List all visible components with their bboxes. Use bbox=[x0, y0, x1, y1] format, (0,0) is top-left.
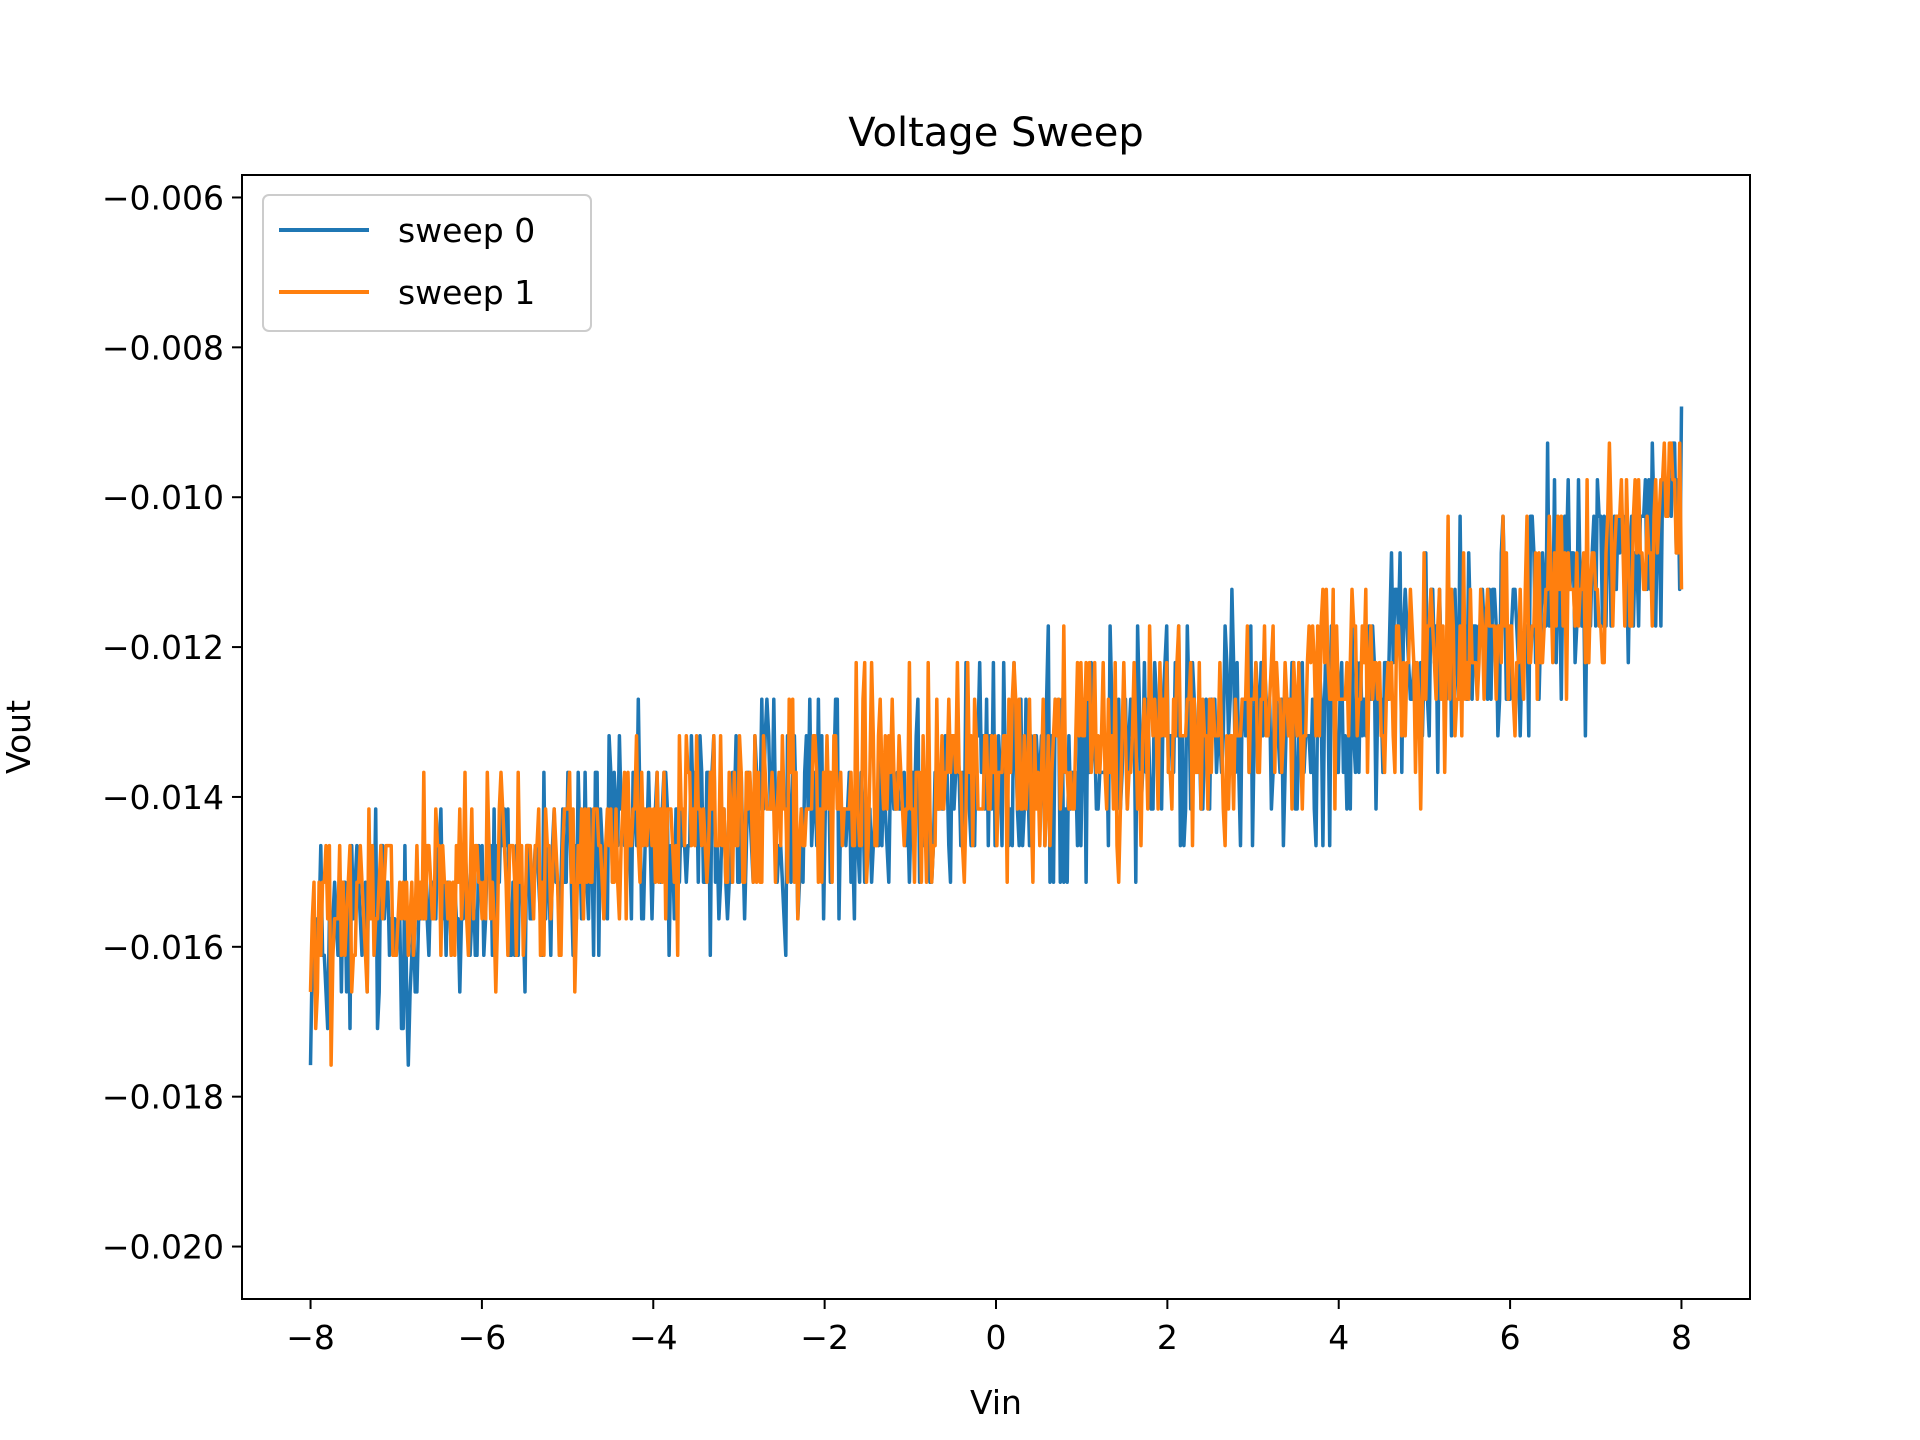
y-tick-label: −0.018 bbox=[102, 1078, 224, 1117]
y-axis-label: Vout bbox=[0, 700, 38, 774]
ticks-layer: −8 −6 −4 −2 0 2 4 6 8 −0.020 −0.018 −0.016 −0.014 −0.… bbox=[102, 178, 1692, 1357]
y-tick-label: −0.006 bbox=[102, 178, 224, 217]
series-layer bbox=[308, 406, 1684, 1067]
y-tick-label: −0.014 bbox=[102, 778, 224, 817]
x-tick-label: 2 bbox=[1157, 1318, 1178, 1357]
x-tick-label: 0 bbox=[986, 1318, 1007, 1357]
x-tick-label: −2 bbox=[800, 1318, 849, 1357]
x-tick-label: 8 bbox=[1671, 1318, 1692, 1357]
x-tick-label: 6 bbox=[1500, 1318, 1521, 1357]
x-tick-label: −4 bbox=[629, 1318, 678, 1357]
chart-title: Voltage Sweep bbox=[848, 110, 1143, 156]
x-tick-label: −8 bbox=[286, 1318, 335, 1357]
y-tick-label: −0.020 bbox=[102, 1228, 224, 1267]
x-tick-label: −6 bbox=[458, 1318, 507, 1357]
y-tick-label: −0.012 bbox=[102, 628, 224, 667]
legend-label-sweep-0: sweep 0 bbox=[398, 211, 535, 250]
y-tick-label: −0.010 bbox=[102, 478, 224, 517]
series-line-sweep-1 bbox=[308, 441, 1684, 1067]
y-tick-label: −0.016 bbox=[102, 928, 224, 967]
y-tick-label: −0.008 bbox=[102, 328, 224, 367]
x-tick-label: 4 bbox=[1328, 1318, 1349, 1357]
legend: sweep 0 sweep 1 bbox=[262, 194, 592, 332]
legend-label-sweep-1: sweep 1 bbox=[398, 273, 535, 312]
x-axis-label: Vin bbox=[970, 1383, 1022, 1422]
